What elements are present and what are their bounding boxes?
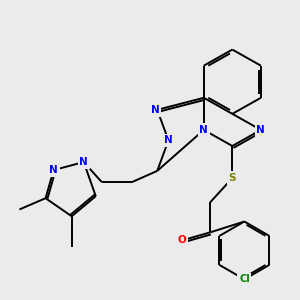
Text: N: N bbox=[256, 125, 265, 135]
Text: N: N bbox=[151, 105, 160, 115]
Text: Cl: Cl bbox=[239, 274, 250, 284]
Text: N: N bbox=[200, 125, 208, 135]
Text: S: S bbox=[229, 173, 236, 183]
Text: N: N bbox=[49, 165, 58, 175]
Text: N: N bbox=[80, 157, 88, 167]
Text: O: O bbox=[178, 236, 187, 245]
Text: N: N bbox=[164, 135, 173, 146]
